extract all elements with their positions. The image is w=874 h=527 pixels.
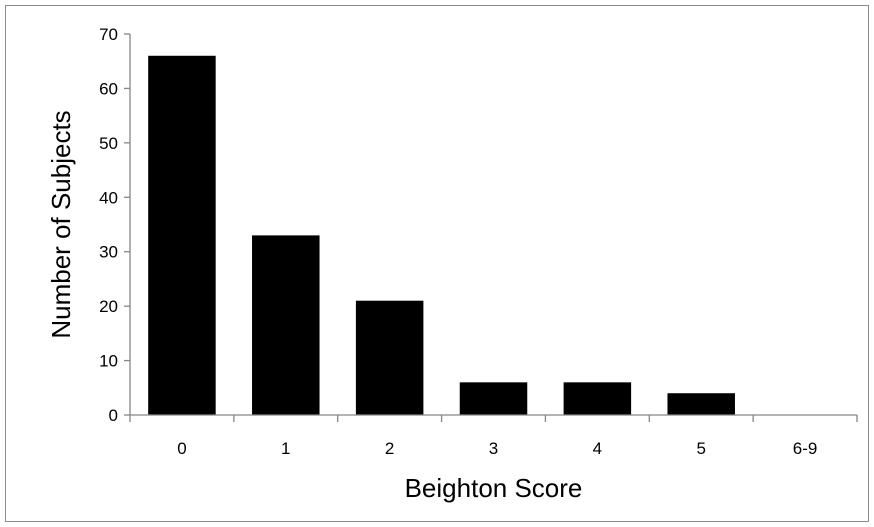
y-tick-label: 10 (99, 352, 118, 371)
x-tick-label: 5 (696, 439, 705, 458)
bar-2 (355, 300, 424, 415)
bar-4 (563, 382, 632, 415)
bars-group (148, 55, 735, 416)
bar-3 (459, 382, 528, 415)
x-tick-label: 3 (489, 439, 498, 458)
y-tick-label: 60 (99, 79, 118, 98)
y-tick-label: 20 (99, 297, 118, 316)
bar-0 (148, 55, 216, 416)
x-tick-labels: 0 1 2 3 4 5 6-9 (177, 439, 817, 458)
y-tick-label: 40 (99, 188, 118, 207)
x-tick-label: 0 (177, 439, 186, 458)
bar-5 (667, 393, 735, 415)
x-tick-label: 1 (281, 439, 290, 458)
x-axis-title: Beighton Score (405, 473, 583, 503)
y-tick-labels: 0 10 20 30 40 50 60 70 (99, 25, 118, 425)
x-tick-label: 4 (593, 439, 602, 458)
axes-group (124, 33, 858, 422)
y-tick-label: 30 (99, 243, 118, 262)
y-tick-label: 50 (99, 134, 118, 153)
y-tick-label: 70 (99, 25, 118, 44)
y-axis-title: Number of Subjects (46, 110, 76, 338)
bar-1 (252, 235, 320, 415)
y-tick-label: 0 (109, 406, 118, 425)
x-tick-label: 6-9 (793, 439, 818, 458)
x-tick-label: 2 (385, 439, 394, 458)
